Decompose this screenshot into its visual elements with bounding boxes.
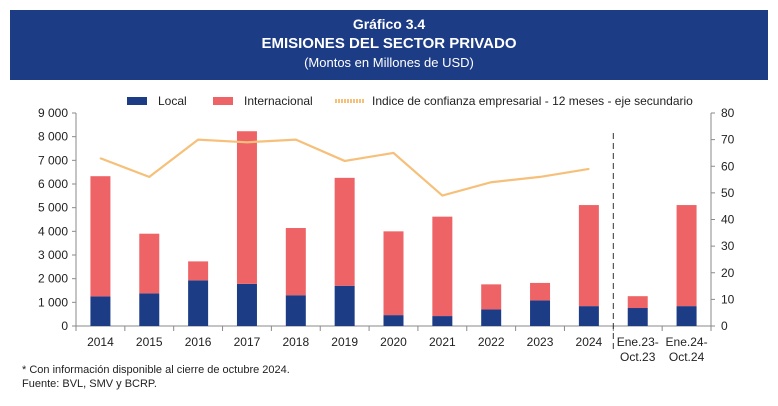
bar-internacional (383, 231, 404, 316)
line-point (490, 181, 492, 184)
bar-local (432, 316, 453, 326)
bar-internacional (481, 284, 502, 310)
y2-tick-label: 20 (721, 266, 735, 280)
legend-label-indice: Indice de confianza empresarial - 12 mes… (372, 94, 693, 108)
line-point (246, 141, 248, 144)
legend-label-local: Local (158, 94, 187, 108)
bar-local (285, 295, 306, 326)
y-tick-label: 3 000 (38, 248, 68, 262)
bar-local (530, 300, 551, 326)
line-point (343, 160, 346, 162)
line-point (392, 152, 395, 154)
y2-tick-label: 0 (721, 319, 728, 333)
legend-swatch-local (127, 97, 147, 105)
chart-subtitle: (Montos en Millones de USD) (304, 55, 474, 70)
bar-local (139, 293, 160, 326)
x-tick-label: 2020 (380, 335, 407, 349)
chart-label: Gráfico 3.4 (352, 16, 426, 32)
y2-tick-label: 10 (721, 292, 735, 306)
y-tick-label: 7 000 (38, 153, 68, 167)
line-point (99, 157, 102, 160)
x-tick-label: 2024 (576, 335, 603, 349)
legend-label-internacional: Internacional (244, 94, 313, 108)
x-tick-label: 2019 (331, 335, 358, 349)
y2-tick-label: 40 (721, 213, 735, 227)
bar-internacional (90, 176, 111, 297)
y-tick-label: 0 (61, 319, 68, 333)
bar-local (578, 306, 599, 326)
x-tick-label: Ene.23- (617, 335, 659, 349)
y2-tick-label: 30 (721, 239, 735, 253)
bar-local (627, 308, 648, 326)
bar-internacional (188, 261, 209, 281)
x-tick-label: 2015 (136, 335, 163, 349)
x-tick-label: 2023 (527, 335, 554, 349)
bar-local (188, 280, 209, 326)
bar-internacional (627, 296, 648, 309)
bar-internacional (139, 233, 160, 294)
line-point (197, 138, 199, 141)
bar-internacional (285, 228, 306, 296)
line-point (539, 176, 541, 178)
source-note: Fuente: BVL, SMV y BCRP. (22, 378, 157, 390)
x-tick-label: Oct.23 (620, 350, 656, 364)
footnote: * Con información disponible al cierre d… (22, 364, 290, 376)
x-tick-label: 2018 (282, 335, 309, 349)
line-point (148, 176, 151, 178)
bar-internacional (334, 177, 355, 286)
chart-title: EMISIONES DEL SECTOR PRIVADO (261, 35, 517, 52)
bar-local (383, 315, 404, 326)
bar-local (236, 283, 257, 326)
bar-local (90, 296, 111, 326)
y2-tick-label: 70 (721, 133, 735, 147)
line-point (441, 194, 444, 197)
bar-internacional (676, 205, 697, 307)
y-tick-label: 9 000 (38, 106, 68, 120)
y-tick-label: 8 000 (38, 130, 68, 144)
y-tick-label: 6 000 (38, 177, 68, 191)
x-tick-label: 2014 (87, 335, 114, 349)
x-tick-label: Oct.24 (669, 350, 705, 364)
x-tick-label: 2022 (478, 335, 505, 349)
x-tick-label: 2021 (429, 335, 456, 349)
bar-local (334, 285, 355, 326)
y2-tick-label: 80 (721, 106, 735, 120)
y-tick-label: 4 000 (38, 224, 68, 238)
y-tick-label: 1 000 (38, 295, 68, 309)
bar-local (481, 309, 502, 326)
bar-local (676, 306, 697, 326)
legend-swatch-internacional (213, 97, 233, 105)
x-tick-label: 2016 (185, 335, 212, 349)
y-tick-label: 5 000 (38, 201, 68, 215)
bar-internacional (432, 216, 453, 317)
bar-internacional (530, 282, 551, 301)
bar-internacional (578, 205, 599, 307)
line-point (588, 168, 590, 170)
line-point (295, 138, 297, 141)
chart-header: Gráfico 3.4 EMISIONES DEL SECTOR PRIVADO… (10, 10, 768, 80)
y-tick-label: 2 000 (38, 272, 68, 286)
x-tick-label: 2017 (234, 335, 261, 349)
x-tick-label: Ene.24- (666, 335, 708, 349)
y2-tick-label: 60 (721, 159, 735, 173)
bar-internacional (236, 131, 257, 284)
y2-tick-label: 50 (721, 186, 735, 200)
